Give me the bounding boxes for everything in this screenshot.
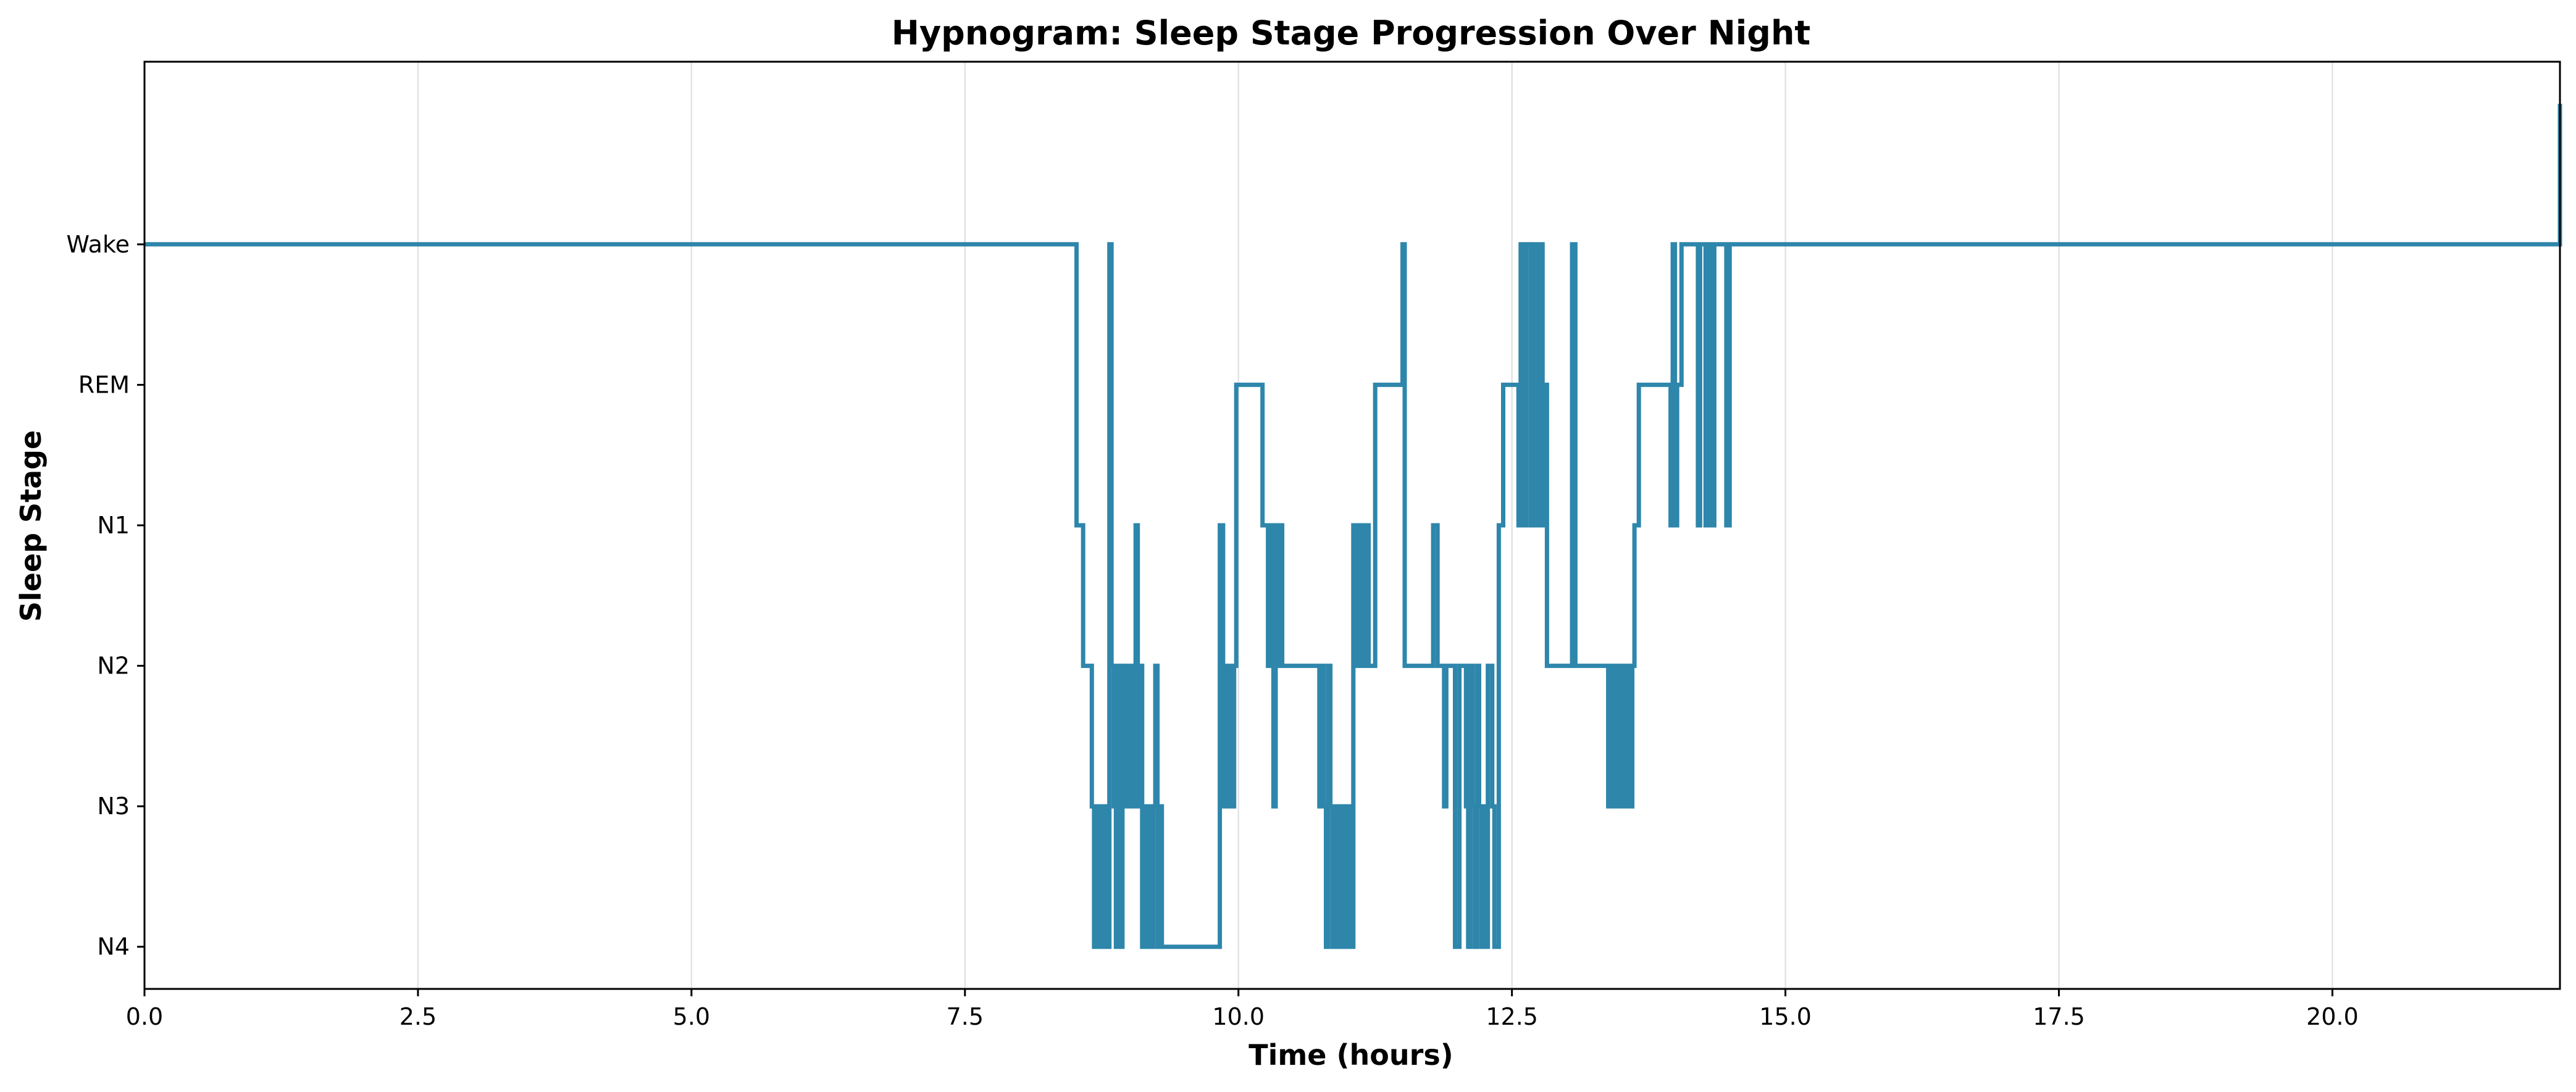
y-axis-label: Sleep Stage <box>14 430 48 622</box>
x-axis-label: Time (hours) <box>1248 1038 1453 1072</box>
x-tick-label: 15.0 <box>1759 1003 1812 1030</box>
x-tick-label: 12.5 <box>1486 1003 1538 1030</box>
x-axis-ticks: 0.0 2.5 5.0 7.5 10.0 12.5 15.0 17.5 20.0 <box>126 989 2359 1030</box>
x-tick-label: 17.5 <box>2033 1003 2085 1030</box>
x-tick-label: 10.0 <box>1212 1003 1265 1030</box>
y-axis-ticks: N4 N3 N2 N1 REM Wake <box>67 231 144 961</box>
y-tick-label: Wake <box>67 231 130 258</box>
chart-title: Hypnogram: Sleep Stage Progression Over … <box>892 14 1810 52</box>
x-tick-label: 2.5 <box>399 1003 437 1030</box>
y-tick-label: N1 <box>97 512 130 539</box>
y-tick-label: REM <box>78 371 130 398</box>
x-tick-label: 20.0 <box>2306 1003 2359 1030</box>
y-tick-label: N3 <box>97 793 130 820</box>
x-tick-label: 0.0 <box>126 1003 163 1030</box>
grid-layer <box>143 62 2333 989</box>
hypnogram-series-line <box>144 104 2562 949</box>
x-tick-label: 5.0 <box>673 1003 710 1030</box>
series-layer <box>144 104 2562 949</box>
x-tick-label: 7.5 <box>947 1003 984 1030</box>
y-tick-label: N4 <box>97 933 130 961</box>
y-tick-label: N2 <box>97 652 130 680</box>
